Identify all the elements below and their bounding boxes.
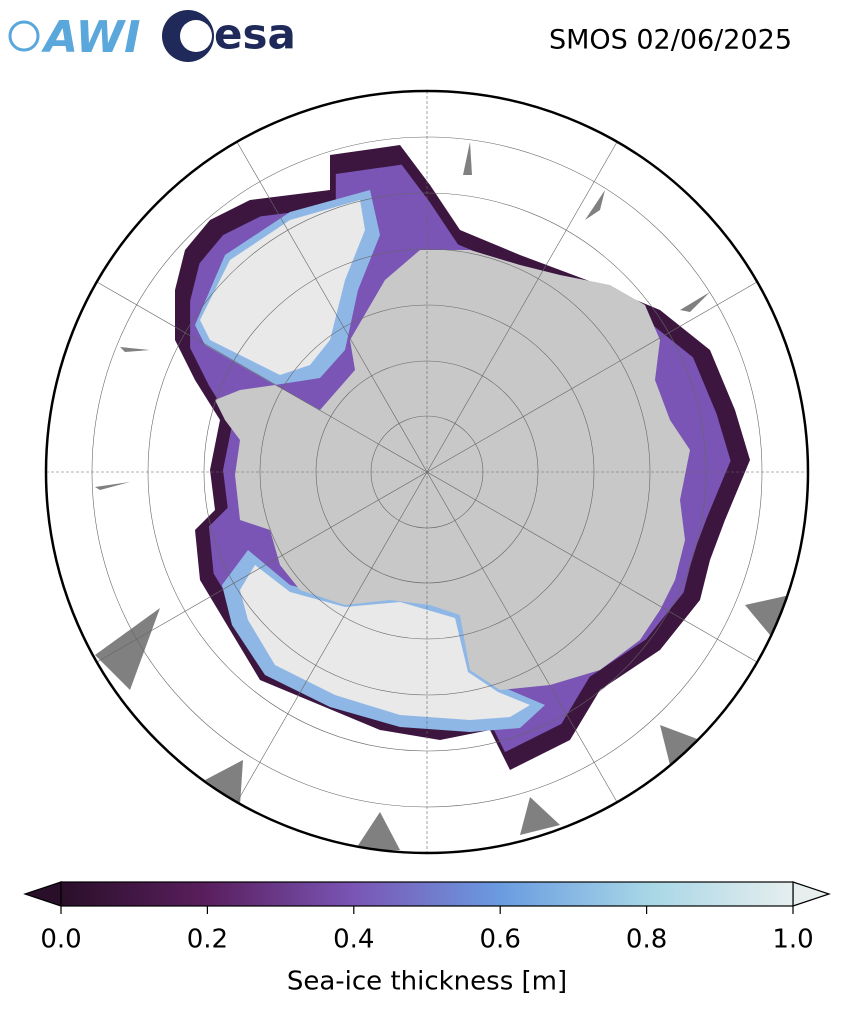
islands: [95, 142, 790, 850]
logo-awi: AWI: [8, 12, 141, 63]
map: [46, 91, 808, 853]
colorbar-extend: [23, 881, 62, 907]
sea-ice-thick: [200, 200, 365, 375]
logo-esa: esa: [162, 10, 296, 62]
logo-text: esa: [214, 10, 296, 59]
map-border: [44, 89, 810, 855]
colorbar-extend: [792, 881, 831, 907]
sea-ice-thick: [240, 565, 530, 720]
colorbar-label: Sea-ice thickness [m]: [287, 967, 567, 997]
colorbar-tick-label: 0.0: [40, 925, 81, 955]
graticule: [46, 91, 808, 853]
logo-text: AWI: [41, 12, 141, 63]
colorbar: [23, 881, 831, 914]
title: SMOS 02/06/2025: [549, 25, 792, 56]
colorbar-tick-label: 0.6: [480, 925, 521, 955]
colorbar-tick-label: 0.4: [333, 925, 374, 955]
colorbar-tick-label: 1.0: [772, 925, 813, 955]
colorbar-tick-label: 0.2: [187, 925, 228, 955]
colorbar-tick-label: 0.8: [626, 925, 667, 955]
colorbar-ramp: [60, 881, 794, 907]
antarctica: [215, 250, 690, 690]
